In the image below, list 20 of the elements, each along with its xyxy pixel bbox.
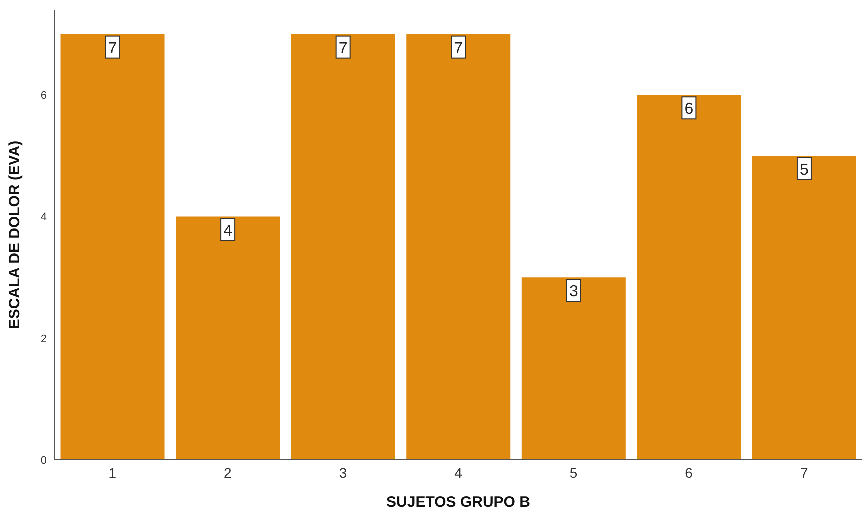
data-label: 6	[684, 101, 694, 118]
y-tick-label: 4	[40, 212, 47, 224]
x-tick-label: 1	[108, 464, 117, 481]
x-tick-label: 5	[570, 464, 578, 481]
x-tick-label: 4	[454, 464, 463, 481]
y-tick-label: 0	[40, 454, 47, 467]
y-tick-label: 2	[40, 333, 47, 346]
x-tick-label: 3	[339, 464, 348, 481]
x-axis-title: SUJETOS GRUPO B	[386, 494, 531, 511]
data-label: 7	[454, 40, 464, 58]
x-tick-label: 7	[800, 464, 808, 481]
data-label: 7	[338, 40, 348, 58]
x-tick-label: 2	[224, 464, 232, 481]
y-axis-title: ESCALA DE DOLOR (EVA)	[6, 140, 24, 330]
data-label: 7	[108, 40, 118, 58]
data-label: 3	[569, 284, 578, 301]
y-tick-label: 6	[40, 90, 47, 102]
data-label: 5	[800, 162, 810, 179]
x-tick-label: 6	[685, 464, 694, 481]
data-label: 4	[224, 222, 233, 240]
